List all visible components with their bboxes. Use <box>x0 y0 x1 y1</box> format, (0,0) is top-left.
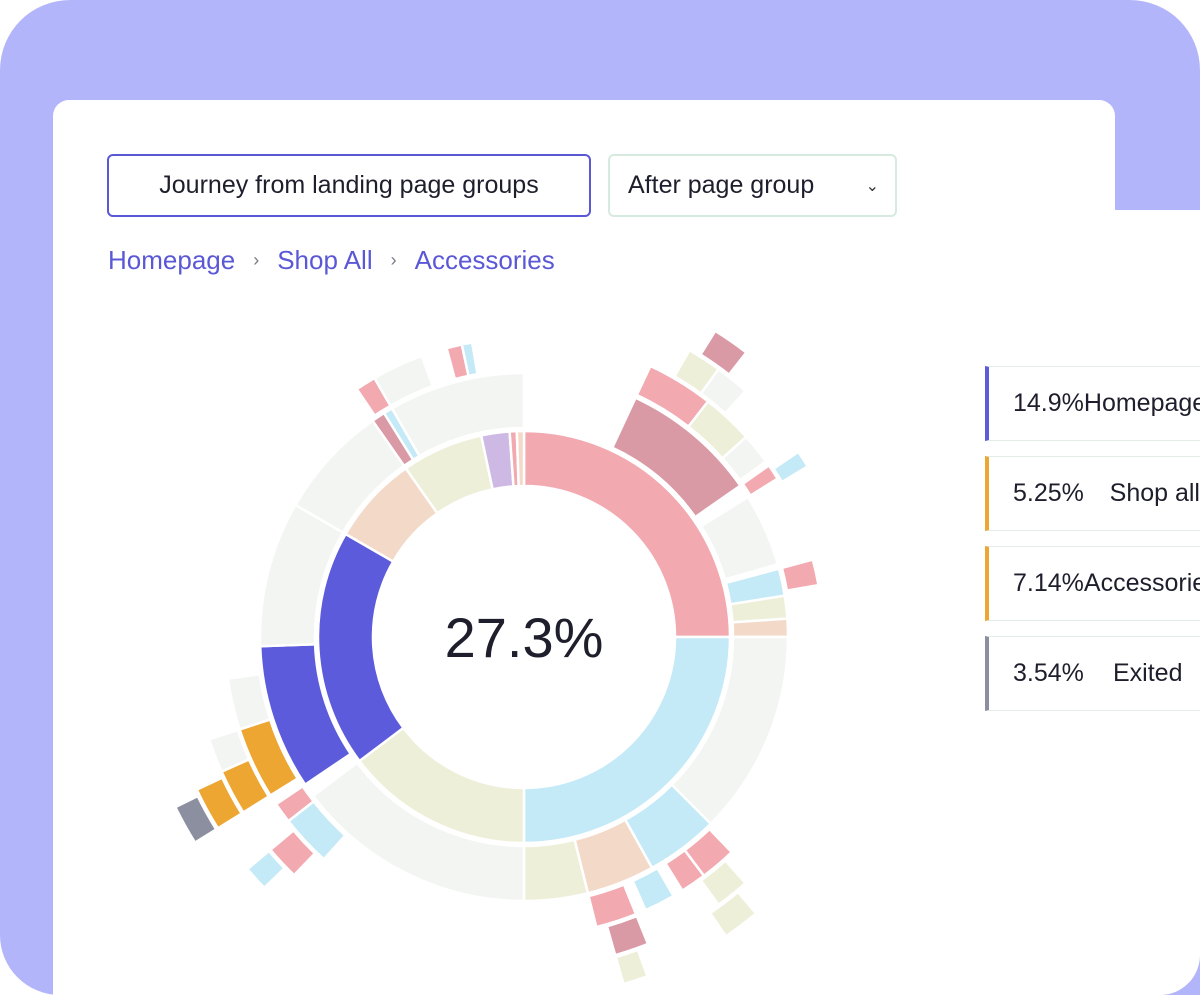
sunburst-segment-ring3-9[interactable] <box>587 882 638 929</box>
chevron-right-icon: › <box>253 249 260 270</box>
sunburst-segment-ring2-1[interactable] <box>610 396 743 519</box>
sunburst-segment-ring5-5[interactable] <box>195 776 244 831</box>
legend-item-value: 14.9% <box>1013 389 1084 417</box>
breadcrumb-shop-all[interactable]: Shop All <box>277 244 373 275</box>
sunburst-segment-ring3-17[interactable] <box>460 341 480 378</box>
sunburst-segment-ring2-2[interactable] <box>699 495 780 581</box>
legend-item-value: 7.14% <box>1013 569 1084 597</box>
legend-item[interactable]: 7.14%Accessories <box>985 546 1200 621</box>
sunburst-segment-ring3-13[interactable] <box>226 672 272 731</box>
sunburst-segment-ring3-8[interactable] <box>630 866 676 912</box>
breadcrumb-accessories[interactable]: Accessories <box>414 244 555 275</box>
sunburst-segment-ring3-11[interactable] <box>274 784 316 823</box>
sunburst-segment-ring6-1[interactable] <box>173 794 218 845</box>
sunburst-segment-ring3-5[interactable] <box>780 558 820 593</box>
sunburst-segment-ring3-15[interactable] <box>372 354 435 408</box>
chevron-down-icon: ⌄ <box>865 178 879 195</box>
sunburst-segment-ring4-3[interactable] <box>771 450 810 484</box>
sunburst-segment-ring4-5[interactable] <box>605 914 650 957</box>
legend-item-label: Shop all <box>1109 479 1200 507</box>
sunburst-segment-ring5-4[interactable] <box>245 849 287 890</box>
background-notch <box>1115 150 1200 210</box>
sunburst-segment-ring5-3[interactable] <box>614 948 650 986</box>
after-page-group-dropdown[interactable]: After page group ⌄ <box>608 154 897 217</box>
sunburst-segment-ring3-3[interactable] <box>720 435 768 482</box>
journey-mode-label: Journey from landing page groups <box>159 171 539 199</box>
legend-item[interactable]: 3.54% Exited <box>985 636 1200 711</box>
sunburst-segment-ring4-4[interactable] <box>699 858 748 907</box>
sunburst-segment-ring5-1[interactable] <box>698 329 749 377</box>
legend-item[interactable]: 5.25% Shop all <box>985 456 1200 531</box>
sunburst-segment-ring1-9[interactable] <box>515 429 526 488</box>
legend-item-label: Homepage <box>1083 389 1200 417</box>
legend-item-value: 5.25% <box>1013 479 1084 507</box>
sunburst-segment-ring4-8[interactable] <box>207 728 251 774</box>
sunburst-segment-ring4-6[interactable] <box>268 828 317 877</box>
sunburst-segment-ring4-2[interactable] <box>699 367 748 416</box>
chevron-right-icon: › <box>390 249 397 270</box>
breadcrumb: Homepage › Shop All › Accessories <box>108 240 555 280</box>
journey-mode-button[interactable]: Journey from landing page groups <box>107 154 591 217</box>
legend-item-label: Accessories <box>1083 569 1200 597</box>
sunburst-segment-ring3-4[interactable] <box>740 463 780 498</box>
sunburst-segment-ring5-2[interactable] <box>708 890 758 939</box>
after-page-group-label: After page group <box>628 171 815 199</box>
sunburst-segment-ring2-5[interactable] <box>731 617 790 639</box>
sunburst-segment-ring2-16[interactable] <box>390 371 526 458</box>
sunburst-segment-ring3-7[interactable] <box>663 848 706 893</box>
legend-item[interactable]: 14.9% Homepage <box>985 366 1200 441</box>
sunburst-segment-ring2-10[interactable] <box>311 761 526 903</box>
legend-item-label: Exited <box>1113 659 1183 687</box>
center-value: 27.3% <box>444 606 604 669</box>
breadcrumb-homepage[interactable]: Homepage <box>108 244 236 275</box>
legend-item-value: 3.54% <box>1013 659 1084 687</box>
